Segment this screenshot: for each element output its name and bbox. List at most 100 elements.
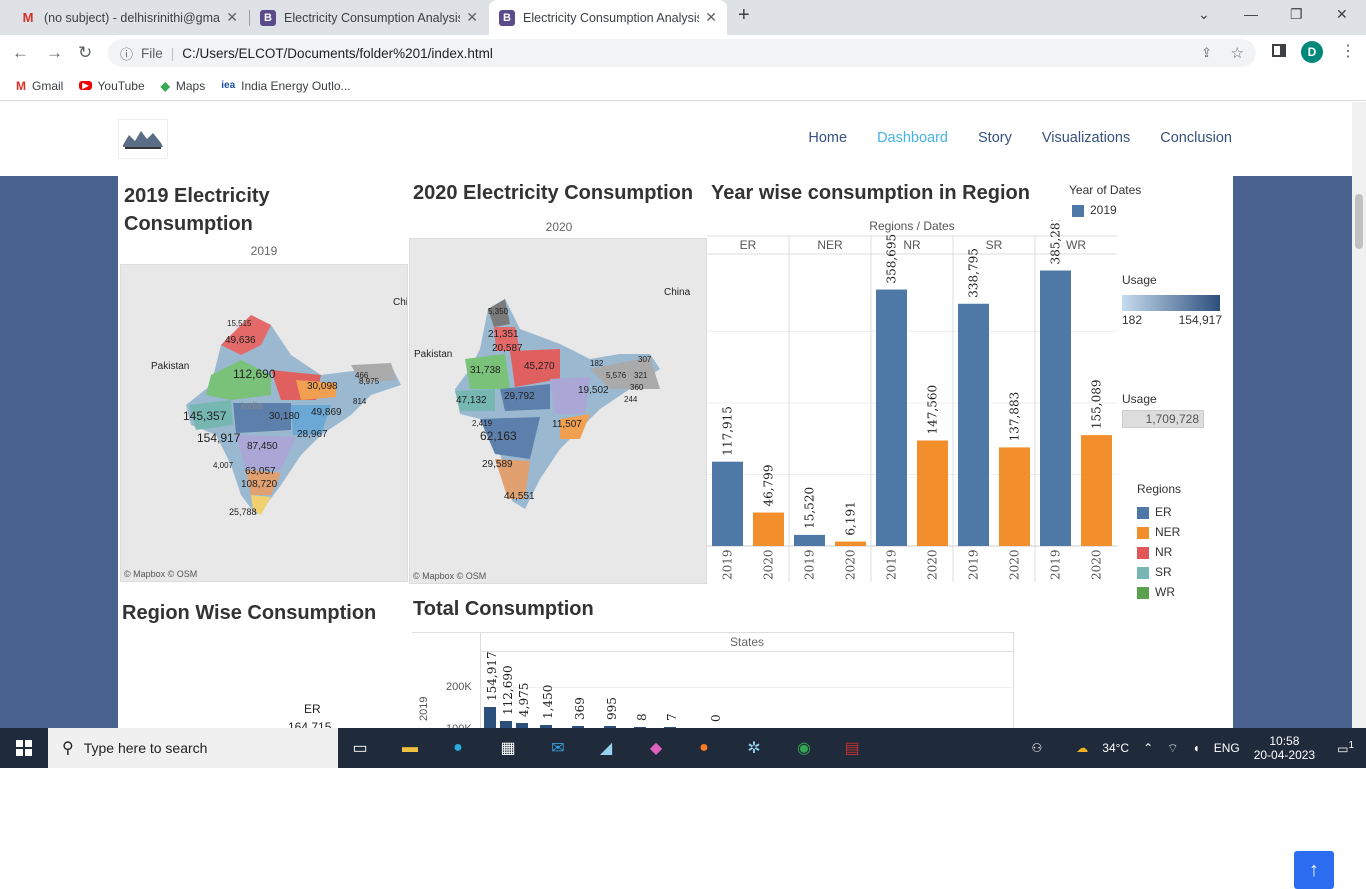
yearwise-chart[interactable]: Regions / Dates ER 117,915 2019 46,799 2020 NE… [707,215,1117,582]
minimize-button[interactable]: — [1244,6,1258,22]
total-bar[interactable] [500,721,512,729]
close-window-button[interactable]: ✕ [1336,6,1348,22]
share-icon[interactable]: ⇪ [1201,45,1212,60]
close-icon[interactable]: ✕ [466,9,478,25]
side-panel-icon[interactable] [1272,44,1286,57]
mail-icon[interactable]: ✉ [551,740,565,757]
site-logo[interactable] [118,119,168,159]
region-header: NER [817,238,843,252]
map-value-label: 182 [590,359,604,368]
menu-icon[interactable]: ⋮ [1340,43,1356,60]
map-value-label: 154,917 [197,431,241,445]
bar-nr-2019 [876,289,907,546]
nav-story[interactable]: Story [978,130,1012,146]
maximize-button[interactable]: ❐ [1290,6,1303,22]
legend-item-nr[interactable]: NR [1137,542,1181,562]
legend-label: SR [1155,565,1172,579]
chevron-down-icon[interactable]: ⌄ [1198,6,1210,22]
bar-ner-2020 [835,541,866,546]
winrar-icon[interactable]: ▤ [844,740,860,757]
temperature[interactable]: 34°C [1102,741,1130,755]
forward-icon[interactable]: → [46,43,63,62]
firefox-icon[interactable]: ● [699,739,709,756]
page-scrollbar[interactable] [1352,102,1366,728]
close-icon[interactable]: ✕ [226,9,238,25]
year-tick-label: 2020 [1090,549,1104,580]
tab-electricity-1[interactable]: B Electricity Consumption Analysis ✕ [250,0,488,35]
country-label: Pakistan [151,361,190,372]
reload-icon[interactable]: ↻ [78,43,93,62]
total-bar[interactable] [484,707,496,729]
scrollbar-thumb[interactable] [1355,194,1363,249]
snipping-icon[interactable]: ✲ [747,740,761,757]
taskbar-search[interactable]: ⚲ Type here to search [48,728,338,768]
bar-value-label: 358,695 [885,234,899,284]
chevron-up-icon[interactable]: ⌃ [1143,741,1154,755]
speaker-icon[interactable]: ◖ [1192,741,1200,755]
total-bar-label: 8 [635,713,649,721]
year-tick-label: 2019 [1049,549,1063,580]
total-bar[interactable] [540,725,552,729]
new-tab-button[interactable]: + [738,4,750,26]
map-value-label: 11,507 [552,419,582,430]
people-icon[interactable]: ⚇ [1031,741,1043,755]
scroll-top-button[interactable]: ↑ [1294,851,1334,889]
map-2020[interactable]: Pakistan China 5,350 21,351 20,587 31,73… [409,238,707,584]
bar-value-label: 15,520 [803,487,817,529]
total-chart[interactable]: States 200K 100K 2019 154,917112,6904,97… [412,632,1014,735]
notification-icon[interactable]: ▭1 [1337,740,1354,756]
chrome-icon[interactable]: ◉ [797,740,811,757]
windows-start-icon[interactable] [12,736,36,760]
bar-value-label: 338,795 [967,248,981,298]
map-value-label: 25,788 [229,507,257,517]
legend-item-sr[interactable]: SR [1137,562,1181,582]
language[interactable]: ENG [1213,741,1240,755]
legend-item-wr[interactable]: WR [1137,582,1181,602]
address-bar[interactable]: ⓘ File | C:/Users/ELCOT/Documents/folder… [108,39,1256,67]
total-bar-label: 369 [573,697,587,720]
map-value-label: 5,576 [606,371,627,380]
region-header: WR [1066,238,1086,252]
legend-swatch [1137,506,1149,519]
legend-item-ner[interactable]: NER [1137,522,1181,542]
star-icon[interactable]: ☆ [1230,45,1244,62]
total-bar[interactable] [516,723,528,729]
bookmark-iea[interactable]: iea India Energy Outlo... [221,79,350,93]
bookmark-gmail[interactable]: M Gmail [16,79,63,93]
year-tick-label: 2020 [1008,549,1022,580]
total-bar[interactable] [572,726,584,729]
nav-dashboard[interactable]: Dashboard [877,130,948,146]
task-view-icon[interactable]: ▭ [352,740,368,757]
app-icon[interactable]: ◢ [599,740,613,757]
bookmark-maps[interactable]: ◆ Maps [161,79,206,93]
clock[interactable]: 10:58 20-04-2023 [1254,734,1315,762]
map-value-label: 21,351 [488,329,519,340]
url-text[interactable]: C:/Users/ELCOT/Documents/folder%201/inde… [182,45,493,61]
file-explorer-icon[interactable]: ▬ [402,739,418,756]
bookmark-label: India Energy Outlo... [241,78,351,93]
nav-visualizations[interactable]: Visualizations [1041,130,1131,146]
store-icon[interactable]: ▦ [500,740,516,757]
back-icon[interactable]: ← [12,43,29,62]
y-tick: 200K [446,681,472,693]
nav-home[interactable]: Home [808,130,848,146]
total-bar[interactable] [604,726,616,729]
bar-nr-2020 [917,440,948,546]
profile-avatar[interactable]: D [1301,41,1323,63]
bar-value-label: 147,560 [926,385,940,435]
map-2019[interactable]: Pakistan Chi India 15,515 49,636 112,690… [120,264,408,582]
legend-item[interactable]: 2019 [1069,203,1141,217]
info-icon[interactable]: ⓘ [120,46,134,62]
tab-electricity-2[interactable]: B Electricity Consumption Analysis ✕ [489,0,727,35]
tab-gmail[interactable]: M (no subject) - delhisrinithi@gmai ✕ [10,0,248,35]
app-icon[interactable]: ◆ [649,740,663,757]
legend-item-er[interactable]: ER [1137,502,1181,522]
edge-icon[interactable]: ● [453,739,463,756]
nav-conclusion[interactable]: Conclusion [1160,130,1232,146]
country-label: Pakistan [414,349,453,360]
close-icon[interactable]: ✕ [705,9,717,25]
bookmark-youtube[interactable]: ▶ YouTube [79,79,145,93]
weather-icon[interactable]: ☁ [1076,741,1089,755]
divider: | [170,45,175,61]
wifi-icon[interactable]: ⌔ [1167,740,1179,755]
